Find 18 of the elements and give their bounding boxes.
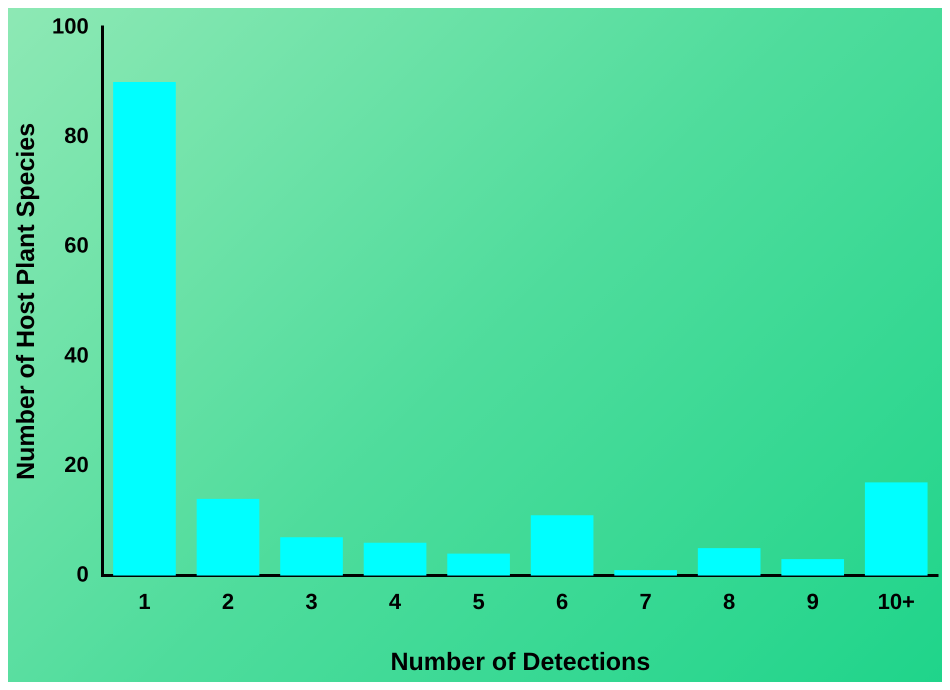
x-tick-label: 9 <box>806 588 819 614</box>
y-tick-label: 100 <box>52 13 89 38</box>
x-tick-label: 3 <box>305 588 318 614</box>
x-tick-label: 7 <box>640 588 652 614</box>
x-tick-label: 5 <box>472 588 485 614</box>
x-tick-label: 8 <box>723 588 736 614</box>
x-tick-label: 6 <box>556 588 568 614</box>
x-axis-title: Number of Detections <box>390 648 650 676</box>
x-tick-label: 4 <box>388 588 402 614</box>
y-axis-title: Number of Host Plant Species <box>12 122 40 480</box>
y-tick-label: 0 <box>76 562 89 587</box>
y-tick-label: 60 <box>64 232 89 258</box>
x-tick-label: 10+ <box>878 588 915 614</box>
y-tick-label: 20 <box>64 452 89 477</box>
y-tick-label: 80 <box>64 122 89 148</box>
x-tick-label: 2 <box>222 588 234 614</box>
y-tick-label: 40 <box>64 342 89 368</box>
x-tick-label: 1 <box>138 588 151 614</box>
